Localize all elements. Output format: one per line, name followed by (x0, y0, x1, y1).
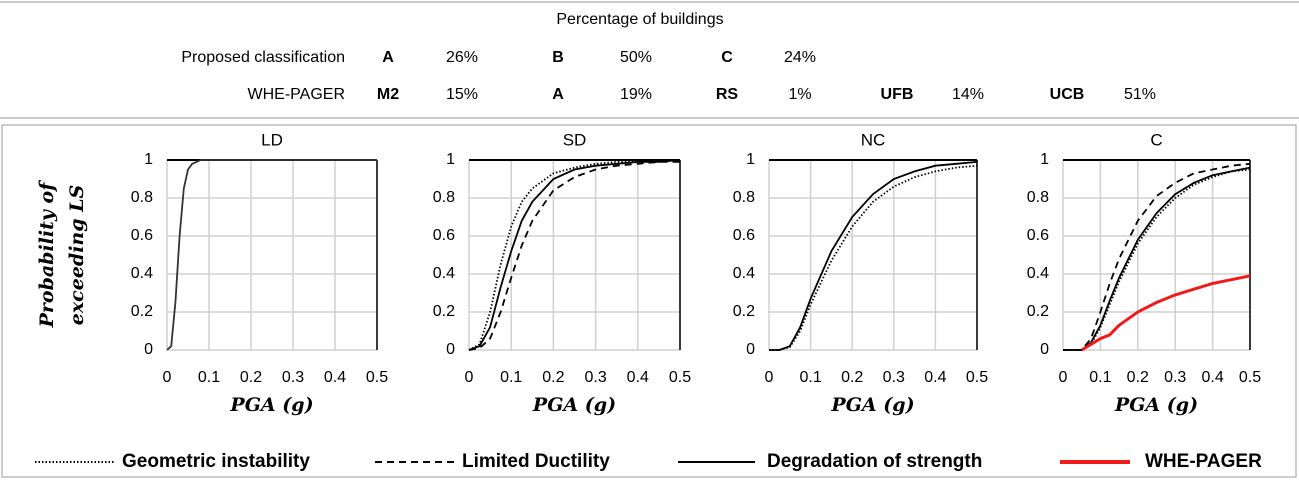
y-axis-label: exceeding LS (66, 185, 88, 325)
series-line (769, 161, 978, 351)
x-tick-label: 0.1 (198, 369, 220, 386)
series-line (468, 161, 680, 351)
y-tick-label: 0.6 (433, 227, 455, 244)
x-tick-label: 0.4 (627, 369, 649, 386)
chart-title: LD (261, 130, 283, 149)
chart-title: C (1150, 130, 1162, 149)
table-cell: 15% (446, 86, 478, 103)
y-tick-label: 0.8 (733, 189, 755, 206)
y-tick-label: 0.4 (1027, 265, 1049, 282)
x-tick-label: 0.2 (240, 369, 262, 386)
y-tick-label: 1 (144, 151, 153, 168)
y-tick-label: 0.4 (433, 265, 455, 282)
x-tick-label: 0.3 (1164, 369, 1186, 386)
chart-title: SD (563, 130, 587, 149)
table-cell: RS (716, 86, 739, 103)
table-cell: UFB (881, 86, 914, 103)
x-tick-label: 0 (1059, 369, 1068, 386)
x-axis-label: PGA (g) (532, 394, 616, 416)
y-tick-label: 1 (1040, 151, 1049, 168)
x-tick-label: 0.4 (324, 369, 346, 386)
row-label: WHE-PAGER (248, 86, 345, 103)
x-tick-label: 0 (465, 369, 474, 386)
y-tick-label: 0.6 (1027, 227, 1049, 244)
series-line (1080, 274, 1251, 352)
table-title: Percentage of buildings (556, 11, 723, 28)
legend-label: WHE-PAGER (1145, 451, 1262, 472)
x-tick-label: 0.5 (669, 369, 691, 386)
x-tick-label: 0.2 (841, 369, 863, 386)
series-line (1063, 166, 1251, 351)
x-tick-label: 0.1 (500, 369, 522, 386)
y-tick-label: 0.8 (1027, 189, 1049, 206)
x-tick-label: 0.4 (1201, 369, 1223, 386)
table-cell: A (552, 86, 564, 103)
y-tick-label: 1 (746, 151, 755, 168)
table-cell: 26% (446, 49, 478, 66)
chart-title: NC (861, 130, 886, 149)
table-cell: 1% (788, 86, 811, 103)
y-tick-label: 0.2 (433, 303, 455, 320)
x-tick-label: 0.1 (799, 369, 821, 386)
table-cell: UCB (1050, 86, 1085, 103)
table-cell: 14% (952, 86, 984, 103)
x-tick-label: 0 (765, 369, 774, 386)
series-line (468, 159, 681, 351)
y-tick-label: 0.4 (733, 265, 755, 282)
series-line (468, 159, 680, 351)
y-tick-label: 1 (446, 151, 455, 168)
x-axis-label: PGA (g) (229, 394, 313, 416)
y-tick-label: 0.2 (1027, 303, 1049, 320)
x-tick-label: 0.2 (542, 369, 564, 386)
x-tick-label: 0.3 (584, 369, 606, 386)
x-tick-label: 0.4 (924, 369, 946, 386)
legend-label: Limited Ductility (462, 451, 610, 472)
y-tick-label: 0 (1040, 341, 1049, 358)
x-tick-label: 0.5 (966, 369, 988, 386)
y-tick-label: 0 (446, 341, 455, 358)
series-line (1063, 162, 1251, 351)
x-tick-label: 0 (163, 369, 172, 386)
x-tick-label: 0.3 (883, 369, 905, 386)
series-line (1063, 168, 1251, 351)
table-cell: M2 (377, 86, 399, 103)
x-axis-label: PGA (g) (830, 394, 914, 416)
table-cell: B (552, 49, 564, 66)
legend-label: Degradation of strength (767, 451, 982, 472)
y-tick-label: 0.4 (131, 265, 153, 282)
x-tick-label: 0.5 (1239, 369, 1261, 386)
y-tick-label: 0.6 (733, 227, 755, 244)
table-cell: 19% (620, 86, 652, 103)
table-cell: C (721, 49, 733, 66)
y-tick-label: 0.8 (433, 189, 455, 206)
y-tick-label: 0.2 (733, 303, 755, 320)
figure-frame (1, 124, 1297, 478)
y-tick-label: 0.2 (131, 303, 153, 320)
table-cell: 24% (784, 49, 816, 66)
table-cell: 51% (1124, 86, 1156, 103)
x-tick-label: 0.5 (366, 369, 388, 386)
y-tick-label: 0.8 (131, 189, 153, 206)
x-tick-label: 0.2 (1127, 369, 1149, 386)
legend-label: Geometric instability (122, 451, 310, 472)
y-axis-label: Probability of (36, 180, 58, 329)
y-tick-label: 0.6 (131, 227, 153, 244)
x-tick-label: 0.3 (282, 369, 304, 386)
row-label: Proposed classification (181, 49, 345, 66)
y-tick-label: 0 (746, 341, 755, 358)
series-line (166, 159, 377, 351)
table-cell: A (382, 49, 394, 66)
x-tick-label: 0.1 (1089, 369, 1111, 386)
x-axis-label: PGA (g) (1114, 394, 1198, 416)
table-cell: 50% (620, 49, 652, 66)
y-tick-label: 0 (144, 341, 153, 358)
